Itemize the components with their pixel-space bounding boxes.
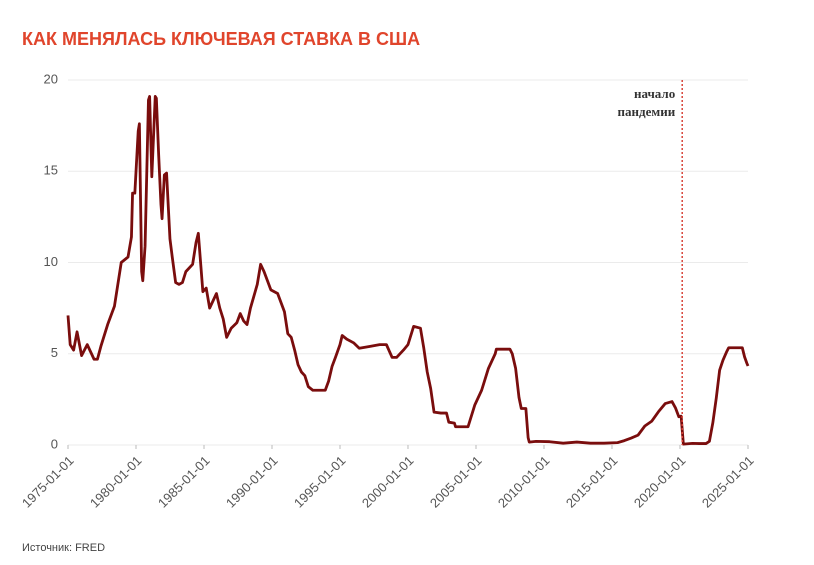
x-tick-label: 2020-01-01 xyxy=(631,453,689,511)
x-tick-label: 2015-01-01 xyxy=(563,453,621,511)
x-tick-label: 1980-01-01 xyxy=(87,453,145,511)
x-tick-label: 1985-01-01 xyxy=(155,453,213,511)
annotation-text: начало xyxy=(634,86,675,101)
x-tick-label: 2000-01-01 xyxy=(359,453,417,511)
source: Источник: FRED xyxy=(22,542,105,554)
y-tick-label: 0 xyxy=(51,436,58,451)
x-tick-label: 1990-01-01 xyxy=(223,453,281,511)
data-line xyxy=(66,95,750,446)
chart-title: КАК МЕНЯЛАСЬ КЛЮЧЕВАЯ СТАВКА В США xyxy=(22,29,420,49)
y-tick-label: 5 xyxy=(51,345,58,360)
x-tick-label: 1995-01-01 xyxy=(291,453,349,511)
y-tick-label: 10 xyxy=(44,254,58,269)
x-tick-label: 2005-01-01 xyxy=(427,453,485,511)
y-tick-label: 15 xyxy=(44,163,58,178)
y-tick-label: 20 xyxy=(44,71,58,86)
x-tick-label: 1975-01-01 xyxy=(19,453,77,511)
x-tick-label: 2010-01-01 xyxy=(495,453,553,511)
annotation-text: пандемии xyxy=(618,104,676,119)
x-tick-label: 2025-01-01 xyxy=(699,453,757,511)
